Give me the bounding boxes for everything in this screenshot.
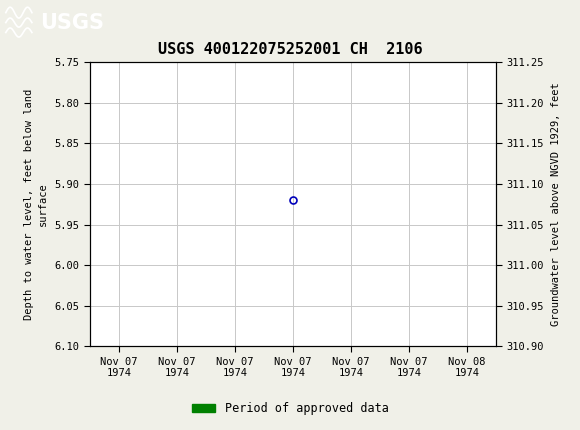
- Y-axis label: Depth to water level, feet below land
surface: Depth to water level, feet below land su…: [24, 89, 48, 320]
- Y-axis label: Groundwater level above NGVD 1929, feet: Groundwater level above NGVD 1929, feet: [551, 83, 561, 326]
- Text: USGS 400122075252001 CH  2106: USGS 400122075252001 CH 2106: [158, 42, 422, 57]
- Text: USGS: USGS: [41, 12, 104, 33]
- Legend: Period of approved data: Period of approved data: [187, 397, 393, 420]
